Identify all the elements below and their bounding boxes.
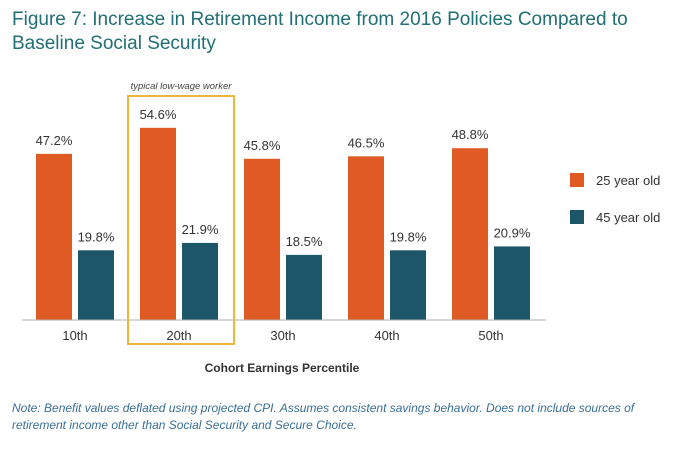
x-tick-label-40th: 40th: [374, 328, 399, 343]
data-label-45-year-old-40th: 19.8%: [390, 229, 427, 244]
bar-45-year-old-30th: [286, 254, 322, 320]
x-tick-label-50th: 50th: [478, 328, 503, 343]
x-tick-label-10th: 10th: [62, 328, 87, 343]
footnote: Note: Benefit values deflated using proj…: [12, 401, 635, 432]
bar-45-year-old-20th: [182, 242, 218, 320]
bar-chart: 47.2% 19.8% 10th typical low-wage worker 54.…: [22, 81, 660, 375]
data-label-45-year-old-20th: 21.9%: [182, 222, 219, 237]
data-label-45-year-old-10th: 19.8%: [78, 229, 115, 244]
bar-45-year-old-10th: [78, 250, 114, 320]
bar-45-year-old-50th: [494, 246, 530, 320]
x-tick-label-20th: 20th: [166, 328, 191, 343]
legend-swatch-45-year-old: [570, 210, 584, 224]
data-label-25-year-old-50th: 48.8%: [452, 127, 489, 142]
bar-25-year-old-40th: [348, 156, 384, 320]
legend-label-45-year-old: 45 year old: [596, 210, 660, 225]
bar-25-year-old-10th: [36, 153, 72, 320]
data-label-45-year-old-50th: 20.9%: [494, 225, 531, 240]
legend-swatch-25-year-old: [570, 173, 584, 187]
data-label-25-year-old-20th: 54.6%: [140, 107, 177, 122]
data-label-25-year-old-30th: 45.8%: [244, 138, 281, 153]
data-label-25-year-old-10th: 47.2%: [36, 133, 73, 148]
legend: 25 year old 45 year old: [570, 173, 660, 225]
chart-title: Figure 7: Increase in Retirement Income …: [12, 9, 628, 54]
x-tick-label-30th: 30th: [270, 328, 295, 343]
bar-25-year-old-20th: [140, 127, 176, 320]
legend-label-25-year-old: 25 year old: [596, 173, 660, 188]
bar-25-year-old-50th: [452, 148, 488, 320]
x-axis-title: Cohort Earnings Percentile: [205, 361, 360, 375]
data-label-45-year-old-30th: 18.5%: [286, 234, 323, 249]
annotation-typical-low-wage-worker: typical low-wage worker: [131, 81, 233, 92]
highlight-box-20th: [127, 95, 235, 345]
bar-45-year-old-40th: [390, 250, 426, 320]
data-label-25-year-old-40th: 46.5%: [348, 135, 385, 150]
bar-25-year-old-30th: [244, 158, 280, 320]
